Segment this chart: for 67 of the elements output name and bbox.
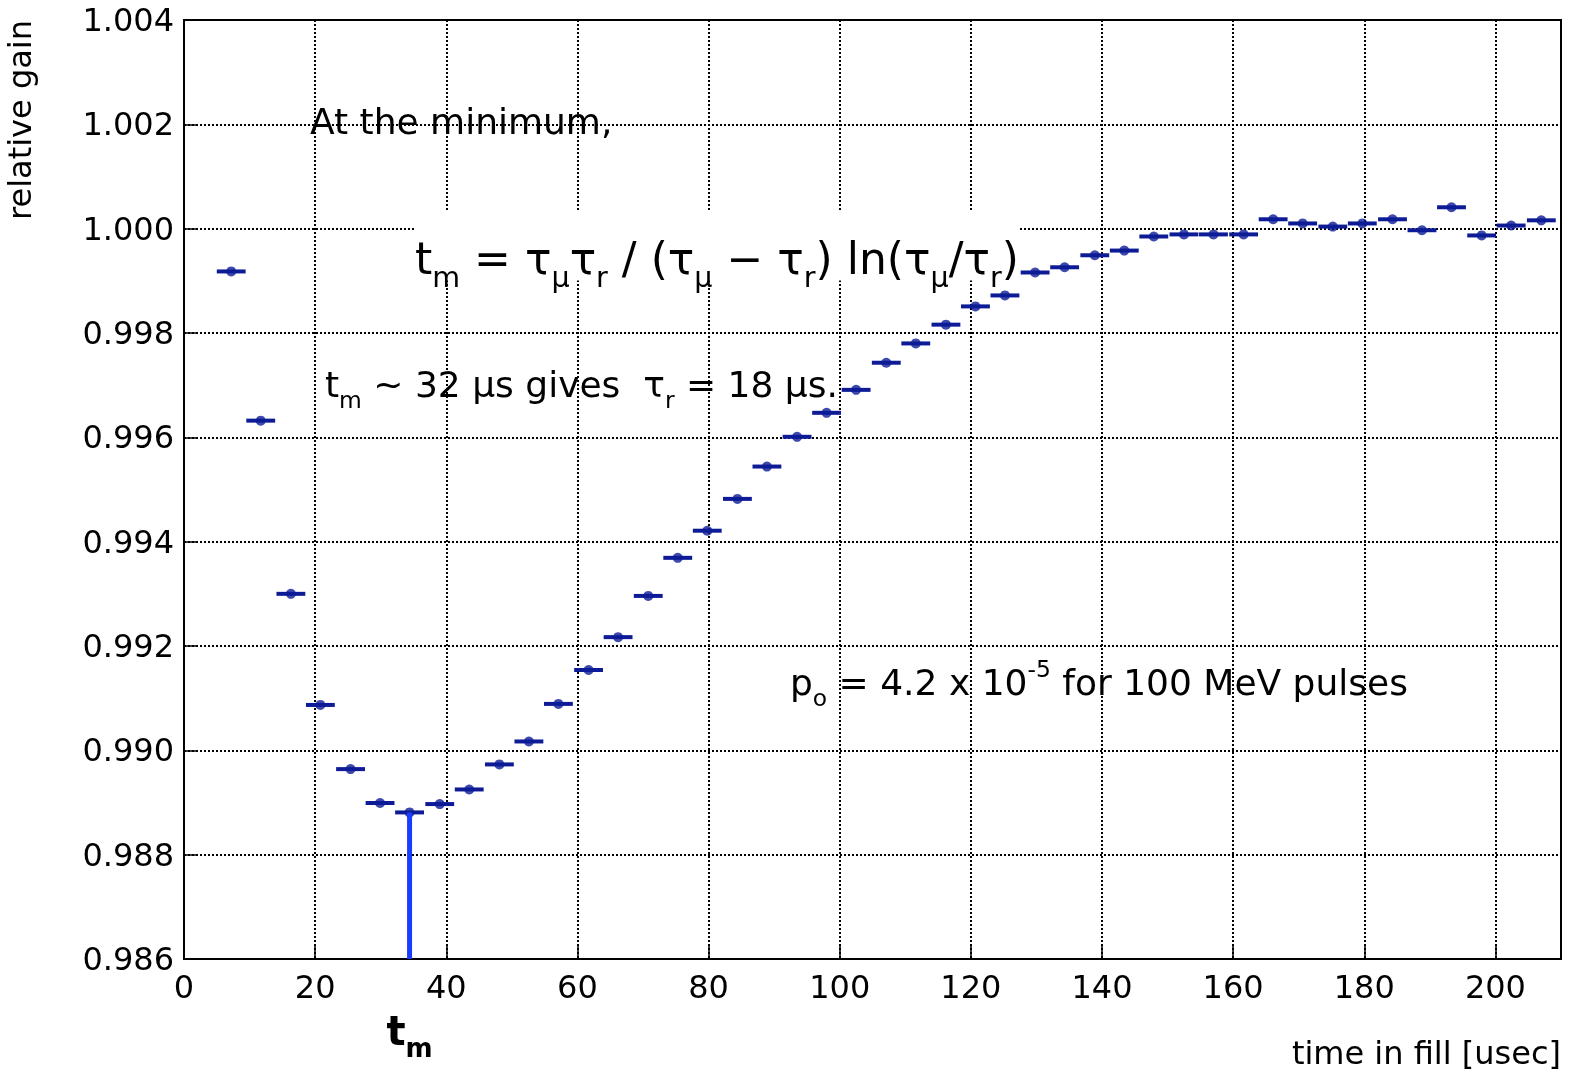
y-tick-label: 0.994 [82,522,174,561]
point [1059,262,1070,273]
point [494,759,505,770]
x-axis-title: time in fill [usec] [1291,1034,1561,1072]
point [434,799,445,810]
point [1178,229,1189,240]
point [523,736,534,747]
point [1446,202,1457,213]
point [226,266,237,277]
y-tick-label: 1.002 [82,105,174,144]
point [970,301,981,312]
x-tick-label: 100 [809,968,871,1006]
point [315,699,326,710]
point [1297,218,1308,229]
y-tick-label: 0.996 [82,418,174,457]
point [881,357,892,368]
point [1268,214,1279,225]
point [1238,229,1249,240]
x-tick-label: 60 [557,968,598,1006]
point [732,493,743,504]
point [940,319,951,330]
point [1327,221,1338,232]
x-tick-label: 180 [1333,968,1395,1006]
y-tick-label: 0.992 [82,627,174,665]
point [821,407,832,418]
point [1387,214,1398,225]
y-tick-label: 0.990 [82,731,174,770]
point [851,384,862,395]
point [1536,215,1547,226]
y-axis-title: relative gain [1,20,39,220]
y-tick-label: 0.986 [82,940,174,978]
point [672,552,683,563]
x-tick-label: 80 [688,968,729,1006]
x-tick-label: 160 [1202,968,1264,1006]
x-tick-label: 0 [173,968,195,1006]
point [792,431,803,442]
y-tick-label: 1.000 [82,209,174,248]
x-tick-label: 200 [1464,968,1526,1006]
point [702,525,713,536]
x-tick-label: 140 [1071,968,1133,1006]
point [255,415,266,426]
y-tick-label: 1.004 [82,1,174,39]
point [285,588,296,599]
y-tick-label: 0.988 [82,835,174,874]
x-tick-label: 20 [294,968,336,1006]
point [1148,231,1159,242]
point [1119,245,1130,256]
point [1357,218,1368,229]
point [375,798,386,809]
point [999,290,1010,301]
point [1208,229,1219,240]
point [1506,220,1517,231]
point [1476,230,1487,241]
point [553,698,564,709]
x-tick-label: 120 [940,968,1002,1006]
y-tick-label: 0.998 [82,314,174,352]
point [643,590,654,601]
point [345,764,356,775]
point [613,632,624,643]
point [761,461,772,472]
point [910,338,921,349]
x-tick-label: 40 [425,968,467,1006]
point [1089,250,1100,261]
point [583,665,594,675]
point [1417,225,1427,236]
point [1030,267,1041,278]
point [464,784,475,795]
